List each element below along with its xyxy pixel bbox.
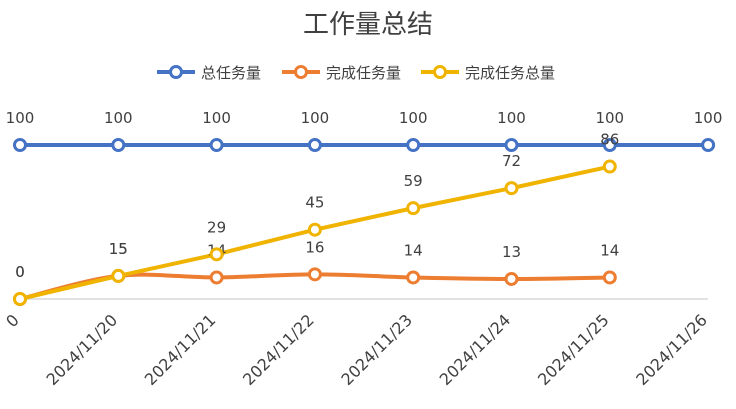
x-tick-label: 2024/11/26 (632, 310, 711, 389)
data-label-total-tasks: 100 (399, 109, 428, 127)
data-point-completed-total (504, 181, 519, 196)
data-label-total-tasks: 100 (301, 109, 330, 127)
x-tick-label: 2024/11/25 (534, 310, 613, 389)
data-label-completed-tasks: 0 (15, 263, 25, 281)
data-label-completed-total: 29 (207, 218, 226, 236)
plot-area: 1001001001001001001001000151416141314015… (6, 109, 723, 306)
x-tick-label: 2024/11/23 (337, 310, 416, 389)
data-point-total-tasks (111, 138, 126, 152)
x-tick-label: 2024/11/20 (42, 310, 121, 389)
legend-swatch-marker (294, 65, 308, 79)
data-point-completed-total (111, 268, 126, 283)
data-point-total-tasks (209, 138, 224, 152)
legend-item-completed-tasks: 完成任务量 (282, 64, 401, 82)
x-tick-label: 0 (2, 310, 23, 331)
data-label-total-tasks: 100 (595, 109, 624, 127)
data-label-total-tasks: 100 (694, 109, 723, 127)
data-point-total-tasks (701, 138, 716, 152)
chart-title: 工作量总结 (303, 10, 433, 40)
data-label-completed-tasks: 13 (502, 243, 521, 261)
data-point-completed-tasks (504, 271, 519, 286)
data-label-completed-total: 72 (502, 152, 521, 170)
data-label-completed-total: 0 (15, 263, 25, 281)
data-point-completed-tasks (209, 270, 224, 285)
data-label-completed-total: 59 (404, 172, 423, 190)
data-point-completed-tasks (602, 270, 617, 285)
data-label-completed-tasks: 16 (305, 238, 324, 256)
legend-label: 完成任务量 (326, 64, 401, 82)
data-point-completed-total (307, 222, 322, 237)
data-point-total-tasks (13, 138, 27, 152)
x-tick-label: 2024/11/22 (239, 310, 318, 389)
data-point-completed-total (602, 159, 617, 174)
data-label-completed-total: 15 (109, 240, 128, 258)
data-point-completed-tasks (406, 270, 421, 285)
legend-swatch-marker (433, 65, 447, 79)
x-tick-label: 2024/11/21 (141, 310, 220, 389)
data-label-total-tasks: 100 (104, 109, 133, 127)
data-point-total-tasks (406, 138, 421, 152)
data-point-completed-total (209, 247, 224, 262)
data-point-total-tasks (307, 138, 322, 152)
data-label-completed-total: 86 (600, 131, 619, 149)
x-axis-ticks: 0 2024/11/20 2024/11/21 2024/11/22 2024/11/2… (2, 310, 711, 389)
legend-label: 总任务量 (201, 64, 261, 82)
data-label-completed-tasks: 14 (600, 241, 619, 259)
data-point-completed-total (13, 292, 27, 306)
data-label-completed-tasks: 14 (404, 241, 423, 259)
legend-swatch-marker (169, 65, 183, 79)
data-label-completed-total: 45 (305, 194, 324, 212)
x-tick-label: 2024/11/24 (436, 310, 515, 389)
data-point-total-tasks (504, 138, 519, 152)
data-label-total-tasks: 100 (202, 109, 231, 127)
legend-item-total-tasks: 总任务量 (157, 64, 261, 82)
data-label-completed-tasks: 15 (109, 240, 128, 258)
legend-label: 完成任务总量 (465, 64, 555, 82)
legend-item-completed-total: 完成任务总量 (421, 64, 555, 82)
data-point-completed-total (406, 201, 421, 216)
data-point-total-tasks (602, 138, 617, 152)
data-label-total-tasks: 100 (497, 109, 526, 127)
data-label-total-tasks: 100 (6, 109, 35, 127)
legend: 总任务量 完成任务量 完成任务总量 (157, 64, 555, 82)
data-point-completed-tasks (307, 267, 322, 282)
